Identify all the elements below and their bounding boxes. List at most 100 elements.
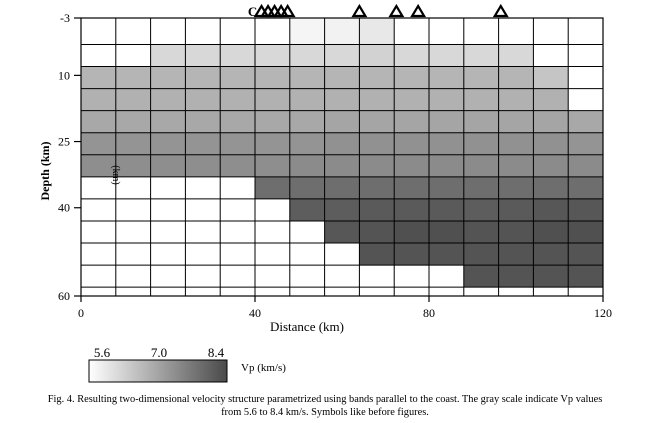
velocity-cell <box>568 176 603 199</box>
station-triangle-icon <box>410 3 427 18</box>
velocity-cell <box>220 220 255 244</box>
velocity-cell <box>185 110 221 133</box>
velocity-cell <box>185 154 221 177</box>
velocity-cell <box>498 18 534 45</box>
velocity-cell <box>115 154 151 177</box>
velocity-cell <box>324 88 360 111</box>
velocity-cell <box>81 265 116 288</box>
velocity-cell <box>150 265 186 288</box>
velocity-cell <box>150 18 186 45</box>
velocity-cell <box>220 265 255 288</box>
velocity-cell <box>115 88 151 111</box>
colorbar-gradient <box>88 359 228 383</box>
velocity-cell <box>289 66 325 89</box>
velocity-cell <box>568 198 603 221</box>
velocity-cell <box>394 88 429 111</box>
station-triangle-icon <box>279 3 296 18</box>
velocity-cell <box>220 154 255 177</box>
velocity-cell <box>533 110 569 133</box>
velocity-cell <box>185 176 221 199</box>
station-triangle-icon <box>351 3 368 18</box>
velocity-cell <box>324 220 360 244</box>
velocity-cell <box>429 154 464 177</box>
velocity-cells <box>81 18 603 288</box>
velocity-cell <box>81 44 116 67</box>
velocity-cell <box>463 176 499 199</box>
velocity-cell <box>324 154 360 177</box>
y-tick-label: 10 <box>58 68 70 82</box>
velocity-cell <box>568 44 603 67</box>
y-tick-label: -3 <box>60 11 70 25</box>
velocity-cell <box>394 176 429 199</box>
velocity-cell <box>81 154 116 177</box>
y-tick-label: 40 <box>58 201 70 215</box>
velocity-cell <box>255 132 290 155</box>
x-tick-label: 120 <box>594 306 612 320</box>
velocity-cell <box>115 176 151 199</box>
velocity-cell <box>81 198 116 221</box>
velocity-cell <box>220 132 255 155</box>
velocity-cell <box>498 110 534 133</box>
velocity-cell <box>220 18 255 45</box>
velocity-cell <box>429 66 464 89</box>
velocity-cell <box>115 66 151 89</box>
velocity-cell <box>429 243 464 266</box>
velocity-cell <box>255 220 290 244</box>
velocity-cell <box>289 198 325 221</box>
velocity-cell <box>289 18 325 45</box>
velocity-cell <box>150 88 186 111</box>
velocity-cell <box>498 198 534 221</box>
velocity-cell <box>498 176 534 199</box>
velocity-cell <box>115 220 151 244</box>
velocity-cell <box>220 243 255 266</box>
velocity-cell <box>255 154 290 177</box>
velocity-cell <box>150 243 186 266</box>
velocity-cell <box>498 66 534 89</box>
velocity-cell <box>533 176 569 199</box>
x-axis-label: Distance (km) <box>270 319 344 334</box>
velocity-cell <box>81 88 116 111</box>
velocity-cell <box>359 18 395 45</box>
velocity-cell <box>429 88 464 111</box>
velocity-cell <box>324 66 360 89</box>
velocity-cell <box>359 154 395 177</box>
velocity-cell <box>533 66 569 89</box>
velocity-cell <box>359 265 395 288</box>
station-triangle-icon <box>388 3 405 18</box>
velocity-cell <box>394 132 429 155</box>
velocity-cell <box>255 243 290 266</box>
caption-line-2: from 5.6 to 8.4 km/s. Symbols like befor… <box>221 407 429 418</box>
y-tick-label: 60 <box>58 289 70 303</box>
velocity-cell <box>359 66 395 89</box>
velocity-cell <box>429 265 464 288</box>
velocity-cell <box>324 265 360 288</box>
station-label: C <box>248 4 257 19</box>
velocity-cell <box>185 265 221 288</box>
velocity-cell <box>463 110 499 133</box>
x-tick-label: 40 <box>249 306 261 320</box>
velocity-cell <box>359 198 395 221</box>
velocity-cell <box>150 110 186 133</box>
velocity-cell <box>394 220 429 244</box>
x-tick-label: 80 <box>423 306 435 320</box>
velocity-cell <box>289 132 325 155</box>
velocity-cell <box>568 18 603 45</box>
velocity-cell <box>185 88 221 111</box>
velocity-cell <box>568 66 603 89</box>
velocity-cell <box>498 88 534 111</box>
velocity-cell <box>324 198 360 221</box>
velocity-cell <box>115 265 151 288</box>
velocity-cell <box>394 265 429 288</box>
velocity-cell <box>394 243 429 266</box>
velocity-cell <box>289 44 325 67</box>
velocity-cell <box>533 44 569 67</box>
velocity-cell <box>429 44 464 67</box>
velocity-cell <box>150 132 186 155</box>
velocity-cell <box>463 198 499 221</box>
velocity-cell <box>150 66 186 89</box>
velocity-cell <box>429 198 464 221</box>
velocity-cell <box>185 243 221 266</box>
velocity-cell <box>394 198 429 221</box>
x-axis: 0 40 80 120 <box>78 296 612 320</box>
velocity-cell <box>533 132 569 155</box>
